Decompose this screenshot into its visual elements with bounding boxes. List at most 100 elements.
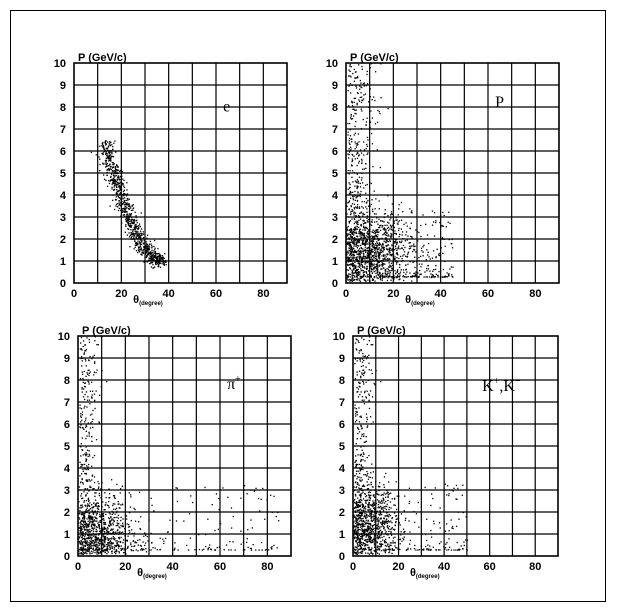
data-point <box>384 237 387 239</box>
data-point <box>92 356 94 358</box>
data-point <box>140 253 142 255</box>
data-point <box>92 517 94 519</box>
data-point <box>95 526 98 528</box>
data-point <box>116 189 118 191</box>
data-point <box>132 209 134 211</box>
data-point <box>360 250 362 252</box>
data-point <box>91 436 93 438</box>
data-point <box>371 251 373 253</box>
data-point <box>131 549 133 552</box>
data-point <box>88 513 90 515</box>
data-point <box>369 181 371 184</box>
data-point <box>364 390 366 392</box>
data-point <box>157 252 160 255</box>
data-point <box>386 253 388 255</box>
data-point <box>111 180 114 182</box>
data-point <box>382 525 384 527</box>
data-point <box>388 248 391 250</box>
data-point <box>85 348 87 351</box>
data-point <box>89 390 92 392</box>
data-point <box>346 229 348 232</box>
data-point <box>121 201 123 203</box>
data-point <box>370 276 372 278</box>
data-point <box>87 543 89 546</box>
data-point <box>373 254 375 256</box>
data-point <box>371 512 373 514</box>
data-point <box>86 531 88 533</box>
data-point <box>97 510 99 512</box>
data-point <box>407 253 409 255</box>
data-point <box>374 235 376 238</box>
data-point <box>396 241 398 243</box>
data-point <box>466 549 468 551</box>
data-point <box>357 388 360 390</box>
data-point <box>391 233 393 236</box>
data-point <box>136 227 138 230</box>
data-point <box>348 249 350 252</box>
data-point <box>271 511 273 513</box>
data-point <box>387 543 389 545</box>
data-point <box>405 269 407 271</box>
data-point <box>430 273 432 275</box>
data-point <box>348 258 351 260</box>
data-point <box>106 185 109 187</box>
data-point <box>357 543 359 545</box>
data-point <box>390 233 392 235</box>
data-point <box>420 273 422 275</box>
data-point <box>351 153 353 156</box>
data-point <box>358 155 360 157</box>
data-point <box>120 545 122 547</box>
data-point <box>396 274 399 276</box>
data-point <box>413 260 415 263</box>
data-point <box>354 270 357 272</box>
data-point <box>356 104 358 106</box>
data-point <box>362 261 364 263</box>
data-point <box>104 504 106 506</box>
data-point <box>96 520 98 522</box>
data-point <box>363 445 365 447</box>
data-point <box>82 531 84 533</box>
data-point <box>249 547 252 550</box>
data-point <box>380 531 383 533</box>
data-point <box>115 525 117 527</box>
data-point <box>463 544 465 547</box>
data-point <box>384 273 386 275</box>
data-point <box>381 247 383 249</box>
data-point <box>366 533 368 535</box>
data-point <box>437 274 439 277</box>
data-point <box>132 229 134 231</box>
data-point <box>390 532 392 534</box>
data-point <box>356 269 358 271</box>
data-point <box>101 548 103 550</box>
data-point <box>387 499 389 502</box>
data-point <box>78 541 80 543</box>
data-point <box>104 551 106 553</box>
data-point <box>85 500 88 502</box>
data-point <box>353 155 355 157</box>
data-point <box>348 137 351 140</box>
data-point <box>354 206 357 208</box>
data-point <box>363 250 365 252</box>
data-point <box>374 544 376 547</box>
data-point <box>385 242 387 244</box>
data-point <box>356 239 358 242</box>
data-point <box>162 261 164 263</box>
y-tick-label: 2 <box>64 507 70 519</box>
data-point <box>137 230 139 233</box>
data-point <box>82 517 84 519</box>
data-point <box>357 239 360 241</box>
data-point <box>271 548 273 550</box>
data-point <box>390 228 393 230</box>
data-point <box>389 266 391 268</box>
data-point <box>372 236 374 238</box>
data-point <box>358 176 361 178</box>
data-point <box>369 491 371 493</box>
data-point <box>349 229 351 231</box>
data-point <box>89 486 91 488</box>
data-point <box>357 182 360 184</box>
data-point <box>79 537 81 539</box>
data-point <box>371 264 373 266</box>
data-point <box>104 537 107 539</box>
data-point <box>383 526 385 528</box>
data-point <box>349 267 351 269</box>
